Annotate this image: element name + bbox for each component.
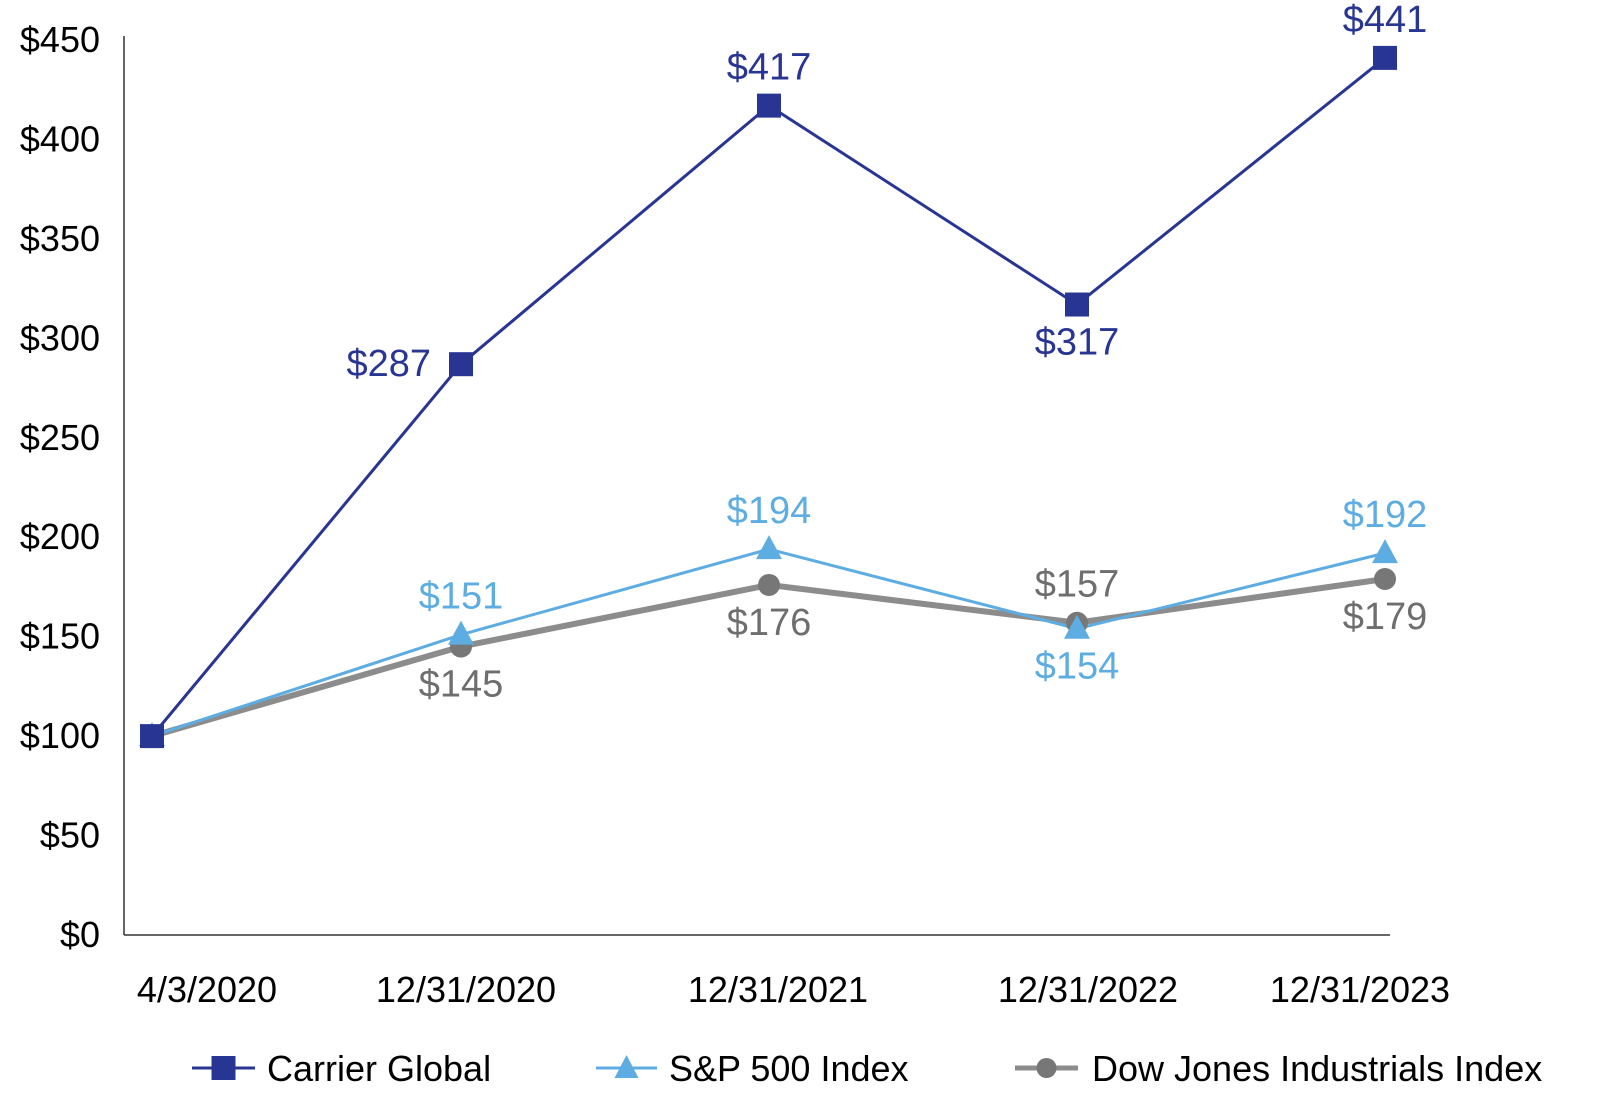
data-label: $441 <box>1343 0 1428 41</box>
data-label: $194 <box>727 490 812 532</box>
data-point <box>1064 614 1090 639</box>
data-label: $417 <box>727 47 812 89</box>
x-tick-label: 12/31/2021 <box>688 969 868 1010</box>
legend: Carrier Global S&P 500 Index Dow Jones Ind… <box>192 1048 1542 1089</box>
data-label: $287 <box>346 343 431 385</box>
legend-square-marker <box>211 1056 236 1080</box>
data-point <box>140 724 164 749</box>
legend-item: Carrier Global <box>192 1048 491 1089</box>
x-tick-label: 12/31/2022 <box>998 969 1178 1010</box>
data-label: $145 <box>419 664 504 706</box>
series-markers <box>141 567 1396 748</box>
data-label: $151 <box>419 576 504 618</box>
y-tick-label: $0 <box>60 914 100 955</box>
y-axis: $0 $50 $100 $150 $200 $250 $300 $350 $400 $450 <box>20 19 125 955</box>
data-label: $179 <box>1343 596 1428 638</box>
legend-item: Dow Jones Industrials Index <box>1015 1048 1542 1089</box>
legend-circle-marker <box>1036 1058 1057 1078</box>
series-markers <box>140 45 1397 749</box>
y-tick-label: $450 <box>20 19 100 60</box>
x-tick-label: 12/31/2023 <box>1270 969 1450 1010</box>
y-tick-label: $100 <box>20 715 100 756</box>
y-tick-label: $250 <box>20 417 100 458</box>
y-tick-label: $400 <box>20 118 100 159</box>
legend-label: Dow Jones Industrials Index <box>1092 1048 1542 1089</box>
data-point <box>757 93 781 118</box>
data-label: $192 <box>1343 494 1428 536</box>
y-tick-label: $350 <box>20 218 100 259</box>
data-point <box>1372 539 1398 564</box>
legend-triangle-marker <box>614 1055 639 1078</box>
series-layer: $287 $417 $317 $441 $151 $194 $154 $192 $145 $176… <box>139 0 1428 749</box>
x-tick-label: 12/31/2020 <box>376 969 556 1010</box>
legend-label: S&P 500 Index <box>669 1048 909 1089</box>
data-point <box>1374 567 1396 590</box>
data-point <box>1065 292 1089 317</box>
x-axis: 4/3/2020 12/31/2020 12/31/2021 12/31/2022 12… <box>124 934 1450 1010</box>
y-tick-label: $200 <box>20 516 100 557</box>
data-label: $176 <box>727 602 812 644</box>
data-point <box>448 620 474 645</box>
x-tick-label: 4/3/2020 <box>137 969 277 1010</box>
data-label: $154 <box>1035 646 1120 688</box>
legend-label: Carrier Global <box>267 1048 491 1089</box>
data-point <box>758 573 780 596</box>
y-tick-label: $50 <box>40 815 100 856</box>
y-tick-label: $300 <box>20 317 100 358</box>
y-tick-label: $150 <box>20 616 100 657</box>
data-point <box>1373 45 1397 70</box>
data-point <box>449 352 473 377</box>
data-point <box>756 535 782 560</box>
data-label: $317 <box>1035 322 1120 364</box>
legend-item: S&P 500 Index <box>596 1048 909 1089</box>
data-label: $157 <box>1035 564 1120 606</box>
